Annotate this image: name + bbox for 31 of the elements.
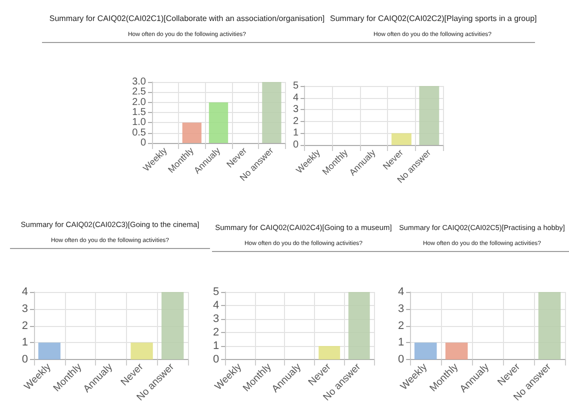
y-tick-label: 2 bbox=[212, 326, 220, 339]
y-tick-label: 2 bbox=[22, 320, 28, 332]
chart-title: Summary for CAIQ02(CAI02C2)[Playing sports in a group] bbox=[330, 14, 537, 23]
y-tick-label: 4 bbox=[212, 300, 220, 312]
y-tick-label: 0 bbox=[140, 138, 146, 148]
y-tick-label: 1 bbox=[398, 336, 404, 349]
y-tick-label: 3.0 bbox=[132, 76, 146, 88]
y-tick-label: 5 bbox=[293, 80, 299, 92]
chart-title: Summary for CAIQ02(CAI02C1)[Collaborate with an association/organisation] bbox=[49, 14, 325, 23]
y-tick-label: 4 bbox=[293, 92, 299, 104]
y-tick-label: 4 bbox=[398, 286, 404, 298]
y-tick-label: 0 bbox=[212, 354, 220, 366]
y-tick-label: 0 bbox=[398, 354, 404, 366]
y-tick-label: 3 bbox=[212, 313, 220, 326]
y-tick-label: 0.5 bbox=[132, 127, 146, 138]
y-tick-label: 1 bbox=[22, 336, 28, 349]
y-tick-label: 3 bbox=[398, 302, 404, 315]
y-tick-label: 4 bbox=[22, 286, 28, 298]
y-tick-label: 0 bbox=[22, 354, 28, 366]
y-tick-label: 1.0 bbox=[132, 117, 146, 128]
y-tick-label: 2 bbox=[398, 320, 404, 332]
y-tick-label: 5 bbox=[212, 286, 220, 298]
y-tick-label: 0 bbox=[293, 140, 299, 150]
y-tick-label: 3 bbox=[22, 302, 28, 315]
y-tick-label: 2 bbox=[293, 116, 299, 127]
y-tick-label: 1 bbox=[293, 128, 299, 139]
y-tick-label: 3 bbox=[293, 104, 299, 116]
y-tick-label: 2.0 bbox=[132, 96, 146, 108]
y-tick-label: 1 bbox=[212, 340, 220, 352]
y-tick-label: 2.5 bbox=[132, 86, 146, 98]
y-tick-label: 1.5 bbox=[132, 107, 146, 118]
